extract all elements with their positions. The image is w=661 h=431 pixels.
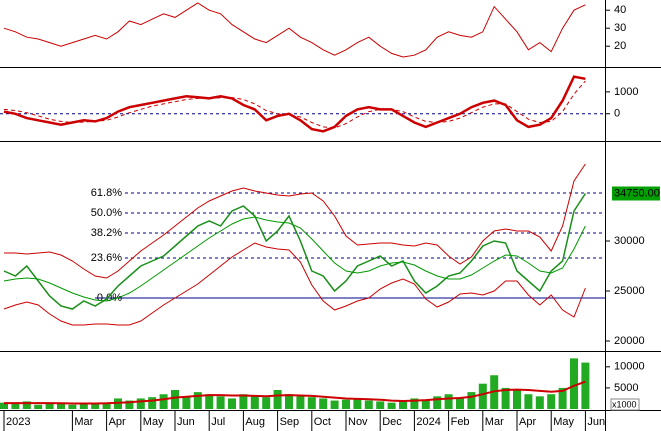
y-tick-label: 40 (614, 4, 626, 16)
volume-bar (262, 397, 271, 409)
volume-bar (433, 396, 442, 409)
volume-bar (570, 358, 578, 409)
series-line (3, 75, 586, 133)
x-tick-label: Dec (382, 416, 402, 428)
volume-bar (68, 404, 77, 409)
y-tick-label: 10000 (614, 361, 645, 373)
volume-bar (307, 397, 316, 409)
volume-bar (239, 394, 248, 409)
volume-bar (114, 398, 122, 409)
y-tick-label: 5000 (614, 382, 638, 394)
unit-box (610, 398, 640, 411)
x-tick-label: Jun (587, 416, 605, 428)
volume-bar (0, 402, 8, 409)
volume-bar (216, 396, 225, 409)
x-tick-label: Apr (519, 416, 536, 428)
x-tick-label: Nov (348, 416, 368, 428)
unit-label: x1000 (612, 399, 637, 409)
volume-bar (11, 403, 20, 409)
volume-bar (478, 383, 487, 409)
x-tick-label: Feb (451, 416, 470, 428)
volume-bar (228, 398, 236, 409)
fib-label: 23.6% (91, 252, 122, 264)
y-tick-label: 30000 (614, 235, 645, 247)
fib-label: 50.0% (91, 207, 122, 219)
x-tick-label: Mar (74, 416, 93, 428)
series-line (3, 80, 586, 129)
volume-bar (501, 387, 510, 409)
x-tick-label: Sep (280, 416, 300, 428)
fib-label: 61.8% (91, 187, 122, 199)
volume-bar (467, 392, 476, 409)
volume-bar (125, 400, 134, 409)
volume-bar (330, 400, 339, 409)
y-tick-label: 1000 (614, 86, 638, 98)
volume-bar (513, 390, 521, 409)
volume-bar (273, 390, 282, 409)
x-tick-label: Jun (177, 416, 195, 428)
x-tick-label: 2024 (416, 416, 440, 428)
volume-bar (285, 394, 293, 409)
fib-label: 38.2% (91, 227, 122, 239)
volume-bar (296, 396, 305, 409)
volume-bar (45, 402, 54, 409)
volume-bar (421, 400, 430, 409)
x-tick-label: Oct (314, 416, 331, 428)
series-line (3, 242, 586, 326)
volume-bar (91, 403, 100, 409)
volume-bar (319, 398, 328, 409)
volume-bar (444, 394, 453, 409)
volume-bar (57, 403, 65, 409)
series-line (3, 2, 586, 58)
volume-bar (558, 387, 567, 409)
volume-bar (342, 399, 350, 409)
x-tick-label: Aug (245, 416, 265, 428)
volume-bar (399, 400, 407, 409)
volume-bar (581, 362, 590, 409)
volume-bar (148, 397, 157, 409)
price-tag (612, 186, 660, 201)
y-tick-label: 25000 (614, 285, 645, 297)
series-line (3, 216, 586, 302)
series-line (3, 193, 587, 310)
x-tick-label: May (553, 416, 574, 428)
volume-bar (159, 394, 168, 409)
y-tick-label: 30 (614, 22, 626, 34)
price-tag-label: 34750.00 (614, 187, 660, 199)
x-tick-label: Jul (211, 416, 225, 428)
y-tick-label: 0 (614, 108, 620, 120)
volume-bar (205, 394, 214, 409)
volume-bar (353, 398, 362, 409)
volume-bar (250, 396, 259, 409)
volume-bar (535, 396, 544, 409)
volume-bar (102, 402, 111, 409)
volume-bar (410, 398, 419, 409)
y-tick-label: 20 (614, 40, 626, 52)
volume-bar (193, 392, 202, 409)
volume-bar (364, 400, 373, 409)
volume-bar (171, 390, 179, 409)
volume-bar (79, 402, 88, 409)
volume-bar (524, 394, 533, 409)
x-tick-label: May (143, 416, 164, 428)
y-tick-label: 20000 (614, 335, 645, 347)
volume-bar (22, 401, 31, 409)
volume-bar (387, 402, 396, 409)
x-tick-label: 2023 (6, 416, 30, 428)
volume-bar (136, 398, 145, 409)
volume-bar (34, 404, 43, 409)
series-line (4, 380, 586, 405)
x-tick-label: Apr (109, 416, 126, 428)
series-line (4, 163, 586, 279)
volume-bar (456, 398, 464, 409)
volume-bar (182, 396, 191, 409)
volume-bar (376, 401, 385, 409)
x-tick-label: Mar (485, 416, 504, 428)
volume-bar (547, 394, 556, 409)
